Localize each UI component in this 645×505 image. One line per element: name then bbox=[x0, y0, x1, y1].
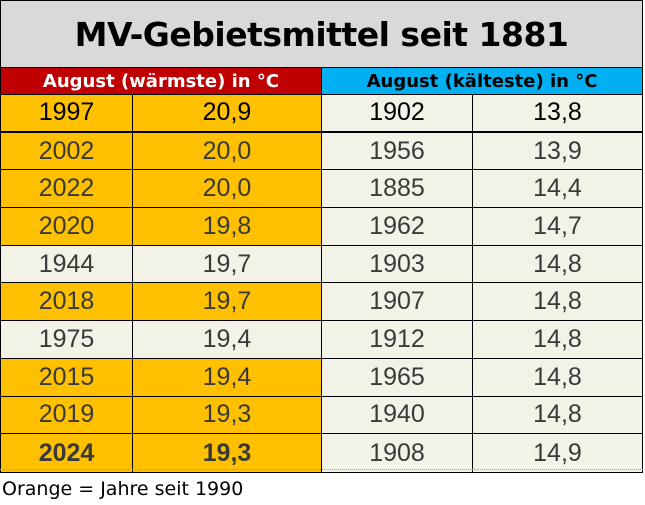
warm-year: 2024 bbox=[1, 434, 133, 472]
warm-value: 19,3 bbox=[133, 396, 322, 434]
cold-value: 13,9 bbox=[473, 132, 642, 170]
cold-value: 14,8 bbox=[473, 245, 642, 283]
cold-year: 1902 bbox=[322, 95, 473, 131]
cold-value: 14,4 bbox=[473, 170, 642, 208]
header-coldest: August (kälteste) in °C bbox=[322, 68, 642, 94]
warm-value: 20,0 bbox=[133, 132, 322, 170]
warm-year: 2015 bbox=[1, 358, 133, 396]
warm-year: 2019 bbox=[1, 396, 133, 434]
cold-year: 1956 bbox=[322, 132, 473, 170]
table-title: MV-Gebietsmittel seit 1881 bbox=[1, 1, 642, 68]
warm-value: 19,7 bbox=[133, 245, 322, 283]
warm-year: 2018 bbox=[1, 283, 133, 321]
warm-year: 1944 bbox=[1, 245, 133, 283]
cold-value: 14,8 bbox=[473, 358, 642, 396]
warm-value: 19,8 bbox=[133, 208, 322, 245]
table-row: 2020 19,8 1962 14,7 bbox=[1, 208, 642, 246]
divider bbox=[0, 469, 643, 470]
legend-note: Orange = Jahre seit 1990 bbox=[2, 478, 244, 500]
warm-value: 19,7 bbox=[133, 283, 322, 321]
warm-year: 1975 bbox=[1, 321, 133, 358]
ranking-table: MV-Gebietsmittel seit 1881 August (wärms… bbox=[0, 0, 643, 473]
warm-year: 1997 bbox=[1, 95, 133, 131]
cold-value: 14,8 bbox=[473, 283, 642, 321]
warm-value: 19,4 bbox=[133, 358, 322, 396]
cold-year: 1907 bbox=[322, 283, 473, 321]
cold-value: 14,7 bbox=[473, 208, 642, 245]
cold-value: 13,8 bbox=[473, 95, 642, 131]
table-row: 2002 20,0 1956 13,9 bbox=[1, 132, 642, 171]
table-row: 1997 20,9 1902 13,8 bbox=[1, 95, 642, 133]
cold-year: 1962 bbox=[322, 208, 473, 245]
cold-year: 1908 bbox=[322, 434, 473, 472]
table-row: 2019 19,3 1940 14,8 bbox=[1, 396, 642, 435]
table-row: 1975 19,4 1912 14,8 bbox=[1, 321, 642, 359]
table-row: 2018 19,7 1907 14,8 bbox=[1, 283, 642, 322]
header-warmest: August (wärmste) in °C bbox=[1, 68, 322, 94]
table-row: 2022 20,0 1885 14,4 bbox=[1, 170, 642, 209]
warm-value: 19,4 bbox=[133, 321, 322, 358]
cold-value: 14,8 bbox=[473, 321, 642, 358]
warm-value: 19,3 bbox=[133, 434, 322, 472]
warm-value: 20,9 bbox=[133, 95, 322, 131]
warm-year: 2020 bbox=[1, 208, 133, 245]
cold-year: 1903 bbox=[322, 245, 473, 283]
cold-value: 14,8 bbox=[473, 396, 642, 434]
warm-year: 2002 bbox=[1, 132, 133, 170]
warm-value: 20,0 bbox=[133, 170, 322, 208]
table-row: 2015 19,4 1965 14,8 bbox=[1, 358, 642, 397]
table-row: 2024 19,3 1908 14,9 bbox=[1, 434, 642, 472]
warm-year: 2022 bbox=[1, 170, 133, 208]
cold-year: 1940 bbox=[322, 396, 473, 434]
cold-year: 1885 bbox=[322, 170, 473, 208]
table-body: 1997 20,9 1902 13,8 2002 20,0 1956 13,9 2022 20,0… bbox=[1, 95, 642, 472]
cold-value: 14,9 bbox=[473, 434, 642, 472]
table-header: August (wärmste) in °C August (kälteste)… bbox=[1, 68, 642, 95]
cold-year: 1912 bbox=[322, 321, 473, 358]
table-row: 1944 19,7 1903 14,8 bbox=[1, 245, 642, 284]
cold-year: 1965 bbox=[322, 358, 473, 396]
